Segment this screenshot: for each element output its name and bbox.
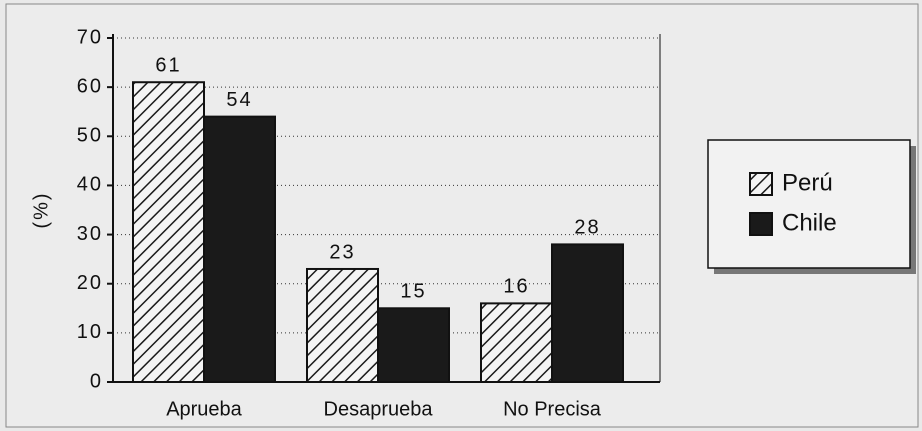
x-tick-label: Aprueba [166,398,242,420]
y-tick-label: 40 [77,174,103,196]
legend [707,139,911,269]
y-tick-label: 0 [90,370,103,392]
legend-label: Chile [782,209,837,236]
data-label: 61 [155,55,181,77]
y-axis-label: (%) [30,191,52,228]
y-tick-label: 70 [77,26,103,48]
bar [480,302,553,383]
bar [203,115,276,383]
x-tick-label: Desaprueba [324,398,434,420]
bar [377,307,450,383]
legend-label: Perú [782,169,833,196]
data-label: 23 [329,241,355,263]
y-tick-label: 30 [77,223,103,245]
x-tick-label: No Precisa [503,398,602,420]
data-label: 54 [226,89,252,111]
y-tick-label: 50 [77,125,103,147]
y-tick-label: 20 [77,272,103,294]
data-label: 15 [400,281,426,303]
bar [551,243,624,383]
data-label: 28 [574,217,600,239]
bar [306,267,379,384]
data-label: 16 [503,276,529,298]
legend-swatch [749,172,773,196]
y-tick-label: 60 [77,75,103,97]
bar [132,81,205,383]
y-tick-label: 10 [77,321,103,343]
legend-swatch [749,212,773,236]
